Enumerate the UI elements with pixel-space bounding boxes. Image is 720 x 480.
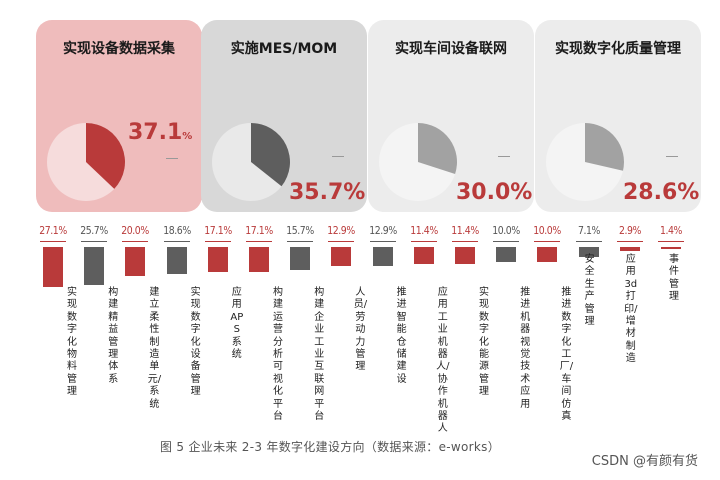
bar-category-label: 构建精益管理体系 (108, 287, 119, 385)
bar-value-label: 10.0% (533, 224, 562, 237)
pie (212, 123, 290, 201)
bar-value-label: 12.9% (368, 224, 397, 237)
pie-panel-title: 实施MES/MOM (230, 41, 338, 57)
bar-value-label: 7.1% (577, 224, 600, 237)
bar-value-underline (122, 241, 149, 242)
bar-value-underline (452, 241, 478, 242)
watermark: CSDN @有颜有货 (591, 454, 698, 469)
bar (125, 247, 146, 277)
bar-value-underline (410, 241, 437, 242)
bar-value-underline (575, 241, 602, 242)
pie-panel-dash (332, 156, 344, 157)
bar-value-label: 20.0% (121, 224, 150, 237)
bar (331, 247, 352, 266)
pie (379, 123, 457, 201)
bar-category-label: 推进智能仓储建设 (396, 287, 407, 385)
pie-panel-percent-value: 35.7% (289, 180, 366, 205)
bar-value-label: 12.9% (327, 224, 356, 237)
bar-value-underline (369, 241, 396, 242)
pie-panel-percent: 30.0% (456, 180, 532, 205)
pie-panel: 实现车间设备联网 30.0% (368, 20, 534, 212)
bar-category-label: 安全生产管理 (584, 254, 595, 328)
bar (290, 247, 311, 271)
bar-value-underline (616, 241, 643, 242)
bar-value-underline (493, 241, 520, 242)
bar-value-label: 15.7% (286, 224, 314, 237)
bar-category-label: 应用工业机器人/协作机器人 (436, 287, 450, 435)
bar (207, 247, 228, 273)
pie-slice-value (418, 123, 457, 175)
pie-panel-dash (666, 156, 678, 157)
bar-value-underline (328, 241, 355, 242)
bar (84, 247, 105, 285)
bar (496, 247, 517, 262)
bar (249, 247, 269, 273)
bar-value-underline (40, 241, 66, 242)
bar-value-label: 25.7% (80, 224, 108, 237)
bar-value-label: 2.9% (618, 224, 641, 237)
bar-category-label: 建立柔性制造单元/系统 (147, 287, 162, 410)
bar-category-label: 事件管理 (669, 254, 679, 303)
bar-value-label: 18.6% (162, 224, 191, 237)
pie-panel-title: 实现设备数据采集 (63, 41, 175, 57)
bar-category-label: 实现数字化物料管理 (67, 287, 77, 398)
pie-panel-dash (166, 158, 178, 159)
bar-category-label: 推进机器视觉技术应用 (520, 287, 531, 410)
pie-panel: 实现数字化质量管理 28.6% (535, 20, 701, 212)
bar-category-label: 实现数字化能源管理 (479, 287, 489, 398)
bar (372, 247, 393, 266)
bar-chart: 27.1% 实现数字化物料管理 25.7% 构建精益管理体系 20.0% 建立柔性制造单元… (39, 224, 684, 435)
bar-value-label: 27.1% (39, 224, 67, 237)
pie-panel-percent: 35.7% (289, 180, 365, 205)
pie-panel-title: 实现数字化质量管理 (555, 41, 681, 57)
bar (619, 247, 640, 252)
bar (43, 247, 63, 287)
pie (47, 123, 125, 201)
bar-value-label: 11.4% (409, 224, 438, 237)
pie (546, 123, 624, 201)
bar-value-label: 10.0% (492, 224, 520, 237)
bar (166, 247, 187, 275)
bar-value-underline (534, 241, 561, 242)
bar-value-label: 17.1% (245, 224, 273, 237)
bar-category-label: 构建运营分析可视化平台 (273, 287, 283, 423)
bar-value-underline (204, 241, 231, 242)
bar (537, 247, 558, 262)
bar-value-label: 17.1% (203, 224, 232, 237)
pie-panel: 实施MES/MOM 35.7% (201, 20, 367, 212)
bar-category-label: 构建企业工业互联网平台 (314, 287, 325, 423)
bar-category-label: 实现数字化设备管理 (190, 287, 201, 398)
bar (455, 247, 475, 264)
pie-slice-value (251, 123, 290, 187)
pie-panel-percent-value: 37.1 (128, 120, 183, 145)
pie-panel-percent-value: 30.0% (456, 180, 533, 205)
pie-panel-percent-unit: % (182, 131, 193, 142)
figure-caption: 图 5 企业未来 2-3 年数字化建设方向（数据来源：e-works） (160, 440, 500, 454)
bar (661, 247, 681, 250)
bar-category-label: 人员/劳动力管理 (353, 287, 368, 373)
bar-value-label: 1.4% (659, 224, 683, 237)
bar-value-underline (246, 241, 272, 242)
bar-category-label: 应用APS系统 (230, 287, 244, 361)
bar-category-label: 应用3d打印/增材制造 (624, 254, 638, 365)
bar (578, 247, 599, 258)
pie-slice-value (86, 123, 125, 189)
bar-value-underline (658, 241, 684, 242)
pie-panel-dash (498, 156, 510, 157)
pie-panel-percent: 28.6% (623, 180, 699, 205)
pie-panel-percent: 37.1% (128, 120, 192, 145)
bar-value-underline (163, 241, 190, 242)
bar-value-label: 11.4% (451, 224, 479, 237)
pie-panel-percent-value: 28.6% (623, 180, 700, 205)
bar-value-underline (81, 241, 108, 242)
pie-slice-value (585, 123, 624, 171)
pie-panel-title: 实现车间设备联网 (395, 41, 507, 57)
bar (413, 247, 434, 264)
bar-value-underline (287, 241, 314, 242)
pie-panel: 实现设备数据采集 37.1% (36, 20, 202, 212)
bar-category-label: 推进数字化工厂/车间仿真 (559, 287, 574, 423)
